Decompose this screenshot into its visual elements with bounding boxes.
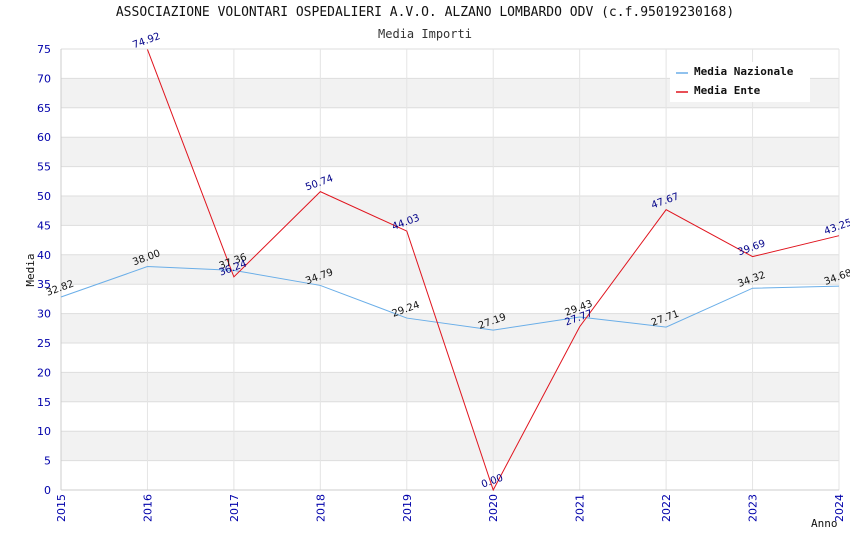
y-tick-label: 30 [37,308,51,321]
series-line-nazionale [60,266,840,331]
y-tick-label: 45 [37,219,51,232]
y-tick-label: 40 [37,249,51,262]
x-tick-label: 2016 [141,494,154,522]
y-tick-label: 70 [37,72,51,85]
y-tick-label: 20 [37,366,51,379]
x-tick-label: 2024 [833,494,846,522]
grid-bands [61,78,839,461]
y-tick-label: 50 [37,190,51,203]
x-tick-label: 2017 [228,494,241,522]
grid-band [61,431,839,461]
y-tick-label: 35 [37,278,51,291]
legend-label-nazionale: Media Nazionale [694,65,794,78]
y-tick-label: 25 [37,337,51,350]
grid-band [61,137,839,167]
grid-band [61,313,839,343]
x-tick-label: 2023 [747,494,760,522]
legend: Media Nazionale Media Ente [670,62,810,102]
grid-band [61,372,839,402]
y-tick-label: 55 [37,161,51,174]
x-axis-title: Anno [811,517,838,530]
y-tick-label: 75 [37,43,51,56]
data-label-ente: 74.92 [131,31,162,51]
x-tick-label: 2018 [314,494,327,522]
chart-title: ASSOCIAZIONE VOLONTARI OSPEDALIERI A.V.O… [115,5,735,20]
x-tick-label: 2020 [487,494,500,522]
y-tick-label: 60 [37,131,51,144]
y-tick-label: 5 [44,455,51,468]
y-tick-label: 65 [37,102,51,115]
y-tick-label: 15 [37,396,51,409]
series-line-ente [146,49,840,492]
data-label-ente: 50.74 [304,173,335,193]
x-tick-label: 2019 [401,494,414,522]
x-tick-label: 2022 [660,494,673,522]
y-gridlines [60,48,840,491]
legend-box [670,62,810,102]
grid-band [61,196,839,226]
y-tick-label: 10 [37,425,51,438]
grid-band [61,254,839,285]
x-tick-label: 2015 [55,494,68,522]
y-tick-label: 0 [44,484,51,497]
series-lines [60,49,840,492]
chart-subtitle: Media Importi [378,27,472,41]
y-axis-title: Media [24,253,37,286]
y-axis-ticks: 0 5 10 15 20 25 30 35 40 45 50 55 60 65 70 75 [37,43,51,497]
legend-label-ente: Media Ente [694,84,761,97]
x-axis-ticks: 2015 2016 2017 2018 2019 2020 2021 2022 2023 2024 [55,494,846,522]
x-tick-label: 2021 [574,494,587,522]
